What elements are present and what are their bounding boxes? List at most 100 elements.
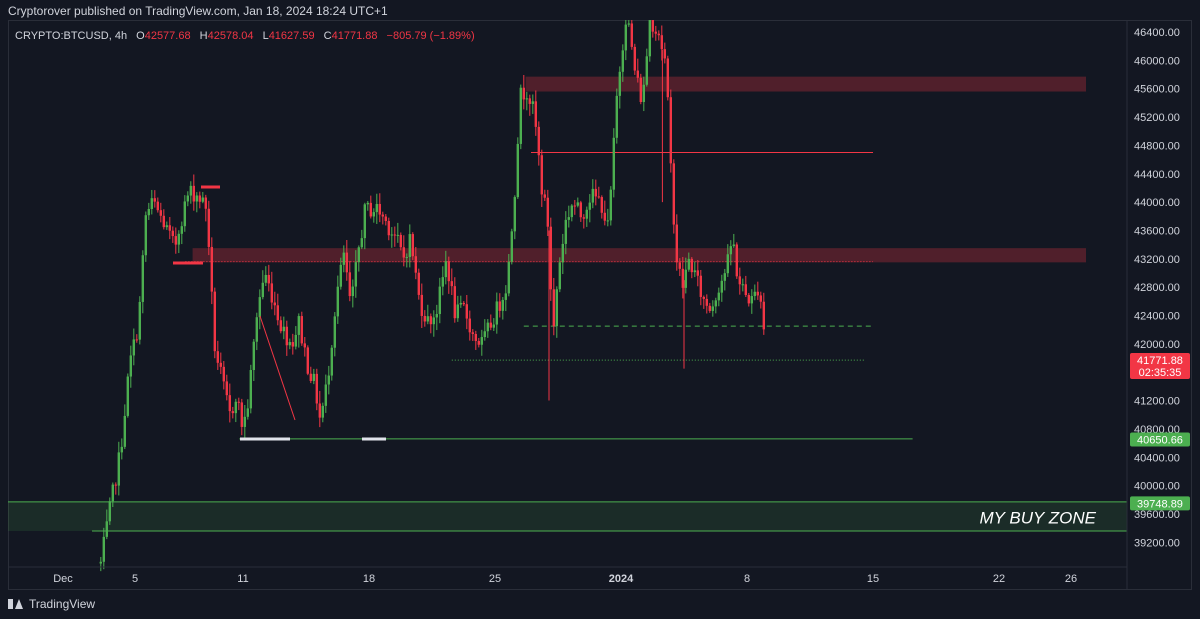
candle-body <box>468 318 471 333</box>
price-badge-text: 40650.66 <box>1137 434 1183 446</box>
candle-body <box>462 302 465 305</box>
candle-body <box>405 257 408 259</box>
candle-body <box>204 197 207 209</box>
high-label: H <box>199 30 208 42</box>
candle-body <box>180 226 183 234</box>
candle-body <box>114 484 117 486</box>
candle-body <box>330 347 333 376</box>
price-tick-label: 45200.00 <box>1134 112 1180 124</box>
time-tick-label: 2024 <box>609 573 634 585</box>
tradingview-footer[interactable]: TradingView <box>8 597 95 611</box>
candle-body <box>516 143 519 198</box>
candle-body <box>393 234 396 236</box>
low-value: 41627.59 <box>268 30 315 42</box>
price-badge <box>1130 353 1190 380</box>
candle-body <box>744 284 747 296</box>
candle-body <box>618 71 621 96</box>
candle-body <box>147 209 150 216</box>
candle-body <box>498 301 501 311</box>
time-tick-label: 25 <box>489 573 501 585</box>
candle-body <box>525 98 528 100</box>
supply-zone <box>192 248 1087 263</box>
price-tick-label: 42000.00 <box>1134 339 1180 351</box>
candle-body <box>522 87 525 100</box>
candle-body <box>321 405 324 418</box>
candle-body <box>546 197 549 227</box>
low-label: L <box>262 30 269 42</box>
candle-body <box>282 326 285 332</box>
high-value: 42578.04 <box>207 30 254 42</box>
trend-line <box>259 315 296 421</box>
candle-body <box>396 234 399 236</box>
candle-body <box>198 195 201 202</box>
candle-body <box>246 408 249 417</box>
price-badge-text: 39748.89 <box>1137 498 1183 510</box>
candle-body <box>753 291 756 297</box>
price-chart[interactable]: MY BUY ZONE 39200.00 39600.00 40000.00 4040… <box>8 20 1192 590</box>
candle-body <box>663 49 666 59</box>
time-tick-label: 5 <box>132 573 138 585</box>
candle-body <box>579 202 582 218</box>
symbol-label[interactable]: CRYPTO:BTCUSD, 4h <box>15 30 128 42</box>
candle-body <box>552 289 555 327</box>
candle-body <box>762 301 765 330</box>
candle-body <box>306 347 309 374</box>
candle-body <box>276 305 279 321</box>
time-tick-label: 22 <box>993 573 1005 585</box>
candle-body <box>411 234 414 257</box>
candle-body <box>138 301 141 340</box>
candle-body <box>543 194 546 198</box>
candle-body <box>399 234 402 248</box>
candle-body <box>270 283 273 303</box>
candle-body <box>387 220 390 236</box>
candle-body <box>252 341 255 371</box>
candle-body <box>231 411 234 414</box>
horizontal-lines <box>185 151 913 440</box>
candle-body <box>456 304 459 319</box>
candle-body <box>600 197 603 213</box>
candle-body <box>303 343 306 348</box>
candle-body <box>234 401 237 414</box>
price-tick-label: 44400.00 <box>1134 169 1180 181</box>
candle-body <box>183 201 186 227</box>
candle-body <box>672 163 675 225</box>
candle-body <box>738 276 741 285</box>
candle-body <box>681 268 684 288</box>
candle-body <box>717 292 720 301</box>
price-tick-label: 41200.00 <box>1134 396 1180 408</box>
time-tick-label: 26 <box>1065 573 1077 585</box>
candle-body <box>429 316 432 325</box>
candle-body <box>381 214 384 217</box>
candle-body <box>486 322 489 332</box>
candle-body <box>480 337 483 345</box>
candle-body <box>216 351 219 363</box>
candle-body <box>696 270 699 276</box>
candle-body <box>567 217 570 220</box>
price-tick-label: 43200.00 <box>1134 254 1180 266</box>
candle-body <box>597 196 600 198</box>
candle-body <box>162 215 165 228</box>
candle-body <box>420 294 423 316</box>
candle-body <box>300 316 303 344</box>
candle-body <box>195 195 198 202</box>
candle-body <box>318 403 321 418</box>
candle-body <box>126 376 129 416</box>
candle-body <box>651 20 654 32</box>
candle-body <box>363 204 366 239</box>
candle-body <box>627 23 630 25</box>
candle-body <box>189 185 192 196</box>
candle-body <box>426 316 429 322</box>
candle-body <box>156 201 159 211</box>
candle-body <box>642 84 645 102</box>
drawings <box>173 49 685 441</box>
candle-body <box>759 295 762 302</box>
candle-body <box>459 302 462 305</box>
chart-frame <box>8 20 1192 590</box>
candle-body <box>507 261 510 294</box>
price-tick-label: 45600.00 <box>1134 84 1180 96</box>
candle-body <box>489 322 492 328</box>
candle-body <box>531 101 534 104</box>
candle-body <box>297 316 300 335</box>
candle-body <box>342 252 345 265</box>
price-tick-label: 44800.00 <box>1134 140 1180 152</box>
